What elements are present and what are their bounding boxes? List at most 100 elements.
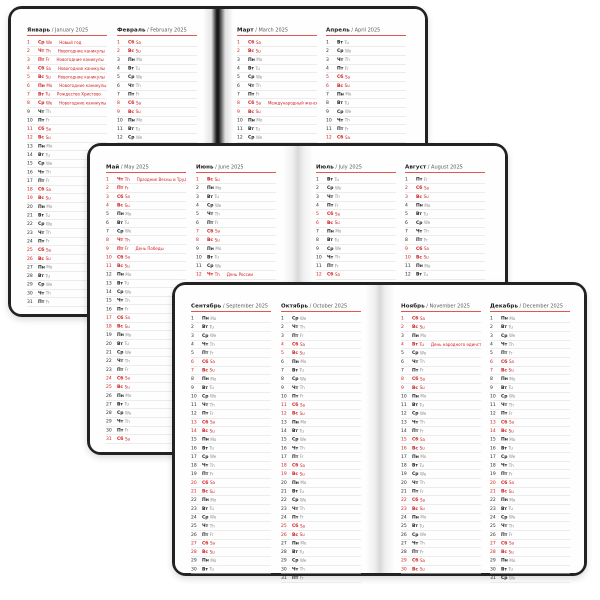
weekday-ru: Пт [202, 471, 209, 477]
day-row: 19 Ср We [401, 470, 481, 479]
day-number: 7 [490, 367, 493, 373]
weekday-en: We [509, 454, 516, 460]
weekday-en: Tu [209, 567, 214, 572]
weekday-ru: Пт [412, 367, 419, 373]
day-row: 8 Пн Mo [191, 375, 271, 384]
weekday-en: Mo [46, 83, 53, 89]
day-number: 28 [490, 549, 496, 555]
day-row: 12 Ср We [237, 134, 317, 143]
day-row: 10 Вт Tu [196, 253, 276, 262]
weekday-ru: Пн [501, 376, 508, 382]
weekday-en: Tu [299, 549, 304, 555]
day-number: 8 [281, 376, 284, 382]
day-row: 10 Чт Th [316, 253, 396, 262]
day-row: 5 Ср We [237, 73, 317, 82]
weekday-ru: Вс [292, 471, 299, 477]
day-row: 2 Пт Fr [106, 184, 186, 193]
day-number: 28 [401, 549, 407, 555]
day-row: 11 Сб Sa [27, 125, 107, 134]
weekday-ru: Вс [117, 263, 124, 269]
day-row: 23 Чт Th [27, 229, 107, 238]
day-row: 10 Пн Mo [401, 392, 481, 401]
day-number: 3 [117, 57, 120, 63]
day-row: 25 Вт Tu [401, 522, 481, 531]
weekday-ru: Вт [501, 566, 508, 572]
day-number: 15 [401, 437, 407, 443]
weekday-ru: Чт [412, 540, 419, 546]
month-name-en: / May 2025 [120, 164, 149, 171]
day-row: 7 Ср We [106, 227, 186, 237]
day-number: 9 [281, 385, 284, 391]
holiday-label: Праздник Весны и Труда [136, 177, 186, 182]
weekday-ru: Пн [412, 333, 419, 339]
day-number: 11 [316, 263, 322, 269]
day-number: 3 [490, 333, 493, 339]
weekday-en: We [509, 394, 516, 399]
weekday-ru: Вт [292, 489, 299, 495]
weekday-en: Mo [125, 272, 132, 277]
weekday-ru: Вс [412, 506, 419, 512]
day-row: 12 Пн Mo [106, 271, 186, 280]
day-row: 9 Чт Th [27, 108, 107, 117]
weekday-ru: Пт [202, 350, 209, 356]
weekday-ru: Сб [128, 100, 135, 106]
weekday-en: Th [508, 342, 514, 347]
day-row: 4 Пн Mo [405, 201, 485, 211]
day-number: 8 [490, 376, 493, 382]
weekday-en: Th [423, 229, 429, 234]
month-name-en: / June 2025 [215, 164, 244, 171]
weekday-en: Th [344, 118, 350, 123]
holiday-label: Новогодние каникулы [56, 57, 104, 63]
month-column-jan-apr-1: Февраль / February 2025 1 Сб Sa 2 Вс Su 3 Пн Mo 4 Вт… [117, 24, 197, 151]
weekday-en: Mo [256, 57, 263, 63]
month-column-sep-dec-1: Октябрь / October 2025 1 Ср We 2 Чт Th 3 Пт Fr 4 Сб S… [281, 300, 361, 583]
weekday-ru: Ср [416, 220, 423, 226]
day-row: 18 Сб Sa [27, 186, 107, 195]
day-number: 17 [490, 454, 496, 460]
day-row: 5 Ср We [117, 73, 197, 82]
weekday-ru: Ср [38, 221, 45, 227]
weekday-ru: Вт [207, 254, 214, 260]
weekday-ru: Вт [117, 341, 124, 347]
day-row: 6 Сб Sa [490, 358, 570, 367]
day-row: 8 Вт Tu [316, 236, 396, 245]
day-number: 11 [106, 263, 112, 269]
weekday-ru: Пт [416, 237, 423, 243]
weekday-en: Tu [135, 66, 140, 71]
weekday-ru: Чт [38, 169, 45, 175]
weekday-en: Sa [299, 523, 305, 529]
weekday-en: Su [135, 48, 141, 54]
weekday-en: Su [299, 350, 305, 356]
day-row: 3 Чт Th [326, 56, 406, 65]
day-row: 9 Вт Tu [490, 384, 570, 393]
day-row: 5 Вс Su Новогодние каникулы [27, 73, 107, 82]
weekday-ru: Пн [292, 540, 299, 546]
weekday-en: We [300, 558, 307, 563]
day-number: 5 [191, 350, 194, 356]
day-number: 4 [196, 203, 199, 209]
weekday-ru: Вт [38, 213, 45, 219]
weekday-ru: Пт [38, 238, 45, 244]
day-row: 8 Вс Su [196, 236, 276, 245]
weekday-en: We [420, 411, 427, 416]
month-name-ru: Май [106, 163, 120, 171]
weekday-en: Fr [45, 178, 50, 184]
day-row: 21 Ср We [106, 348, 186, 358]
weekday-ru: Вт [248, 126, 255, 132]
weekday-en: Tu [214, 255, 219, 260]
weekday-en: Fr [419, 368, 424, 373]
month-column-jan-apr-0: Январь / January 2025 1 Ср We Новый год 2 Чт Th Н… [27, 24, 107, 307]
day-number: 23 [106, 367, 112, 373]
weekday-ru: Вт [38, 91, 45, 97]
day-number: 14 [27, 152, 33, 158]
day-row: 6 Вс Su [316, 219, 396, 228]
weekday-en: Fr [124, 246, 129, 252]
day-row: 27 Пн Mo [281, 539, 361, 549]
day-row: 5 Пн Mo [106, 210, 186, 219]
weekday-en: Su [508, 489, 514, 494]
day-row: 14 Ср We [106, 288, 186, 297]
weekday-en: We [215, 263, 222, 269]
weekday-en: Th [214, 272, 220, 277]
day-row: 4 Чт Th [191, 340, 271, 350]
day-row: 3 Пт Fr Новогодние каникулы [27, 56, 107, 65]
